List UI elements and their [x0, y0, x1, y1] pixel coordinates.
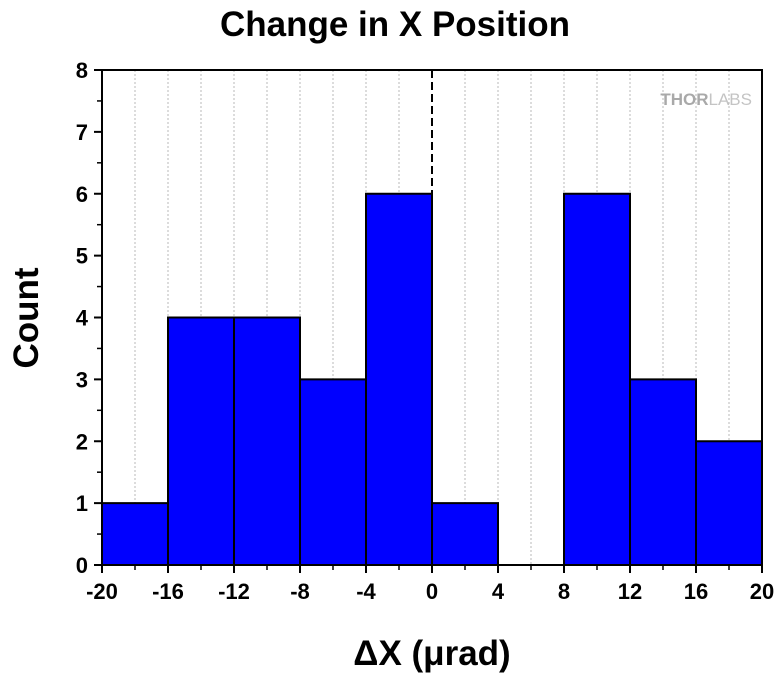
histogram-bar: [299, 378, 367, 566]
x-tick-label: 4: [492, 579, 505, 604]
y-tick-label: 8: [76, 58, 88, 83]
x-tick-label: 16: [684, 579, 708, 604]
chart-title: Change in X Position: [220, 5, 570, 44]
y-tick-label: 3: [76, 367, 88, 392]
x-tick-label: -16: [152, 579, 184, 604]
y-tick-label: 6: [76, 182, 88, 207]
histogram-bar: [101, 502, 169, 566]
x-tick-label: 8: [558, 579, 570, 604]
y-tick-label: 5: [76, 244, 88, 269]
x-tick-label: 20: [750, 579, 774, 604]
histogram-bar: [365, 192, 433, 566]
svg-text:THORLABS: THORLABS: [660, 90, 752, 109]
x-tick-label: -4: [356, 579, 376, 604]
histogram-bar: [431, 502, 499, 566]
x-tick-label: 0: [426, 579, 438, 604]
x-tick-label: 12: [618, 579, 642, 604]
x-tick-label: -12: [218, 579, 250, 604]
y-tick-label: 2: [76, 429, 88, 454]
thorlabs-watermark: THORLABS: [660, 90, 752, 109]
watermark-part1: THOR: [660, 90, 708, 109]
watermark-part2: LABS: [709, 90, 752, 109]
histogram-bar: [563, 192, 631, 566]
x-tick-label: -8: [290, 579, 310, 604]
y-tick-label: 0: [76, 553, 88, 578]
histogram-bar: [167, 316, 235, 566]
y-axis-label: Count: [7, 267, 46, 368]
y-tick-label: 4: [76, 306, 89, 331]
y-tick-label: 1: [76, 491, 88, 516]
bars: [101, 192, 763, 566]
histogram-bar: [695, 440, 763, 566]
x-tick-label: -20: [86, 579, 118, 604]
histogram-bar: [629, 378, 697, 566]
y-tick-label: 7: [76, 120, 88, 145]
histogram-bar: [233, 316, 301, 566]
x-axis-label: ΔX (μrad): [353, 634, 510, 673]
